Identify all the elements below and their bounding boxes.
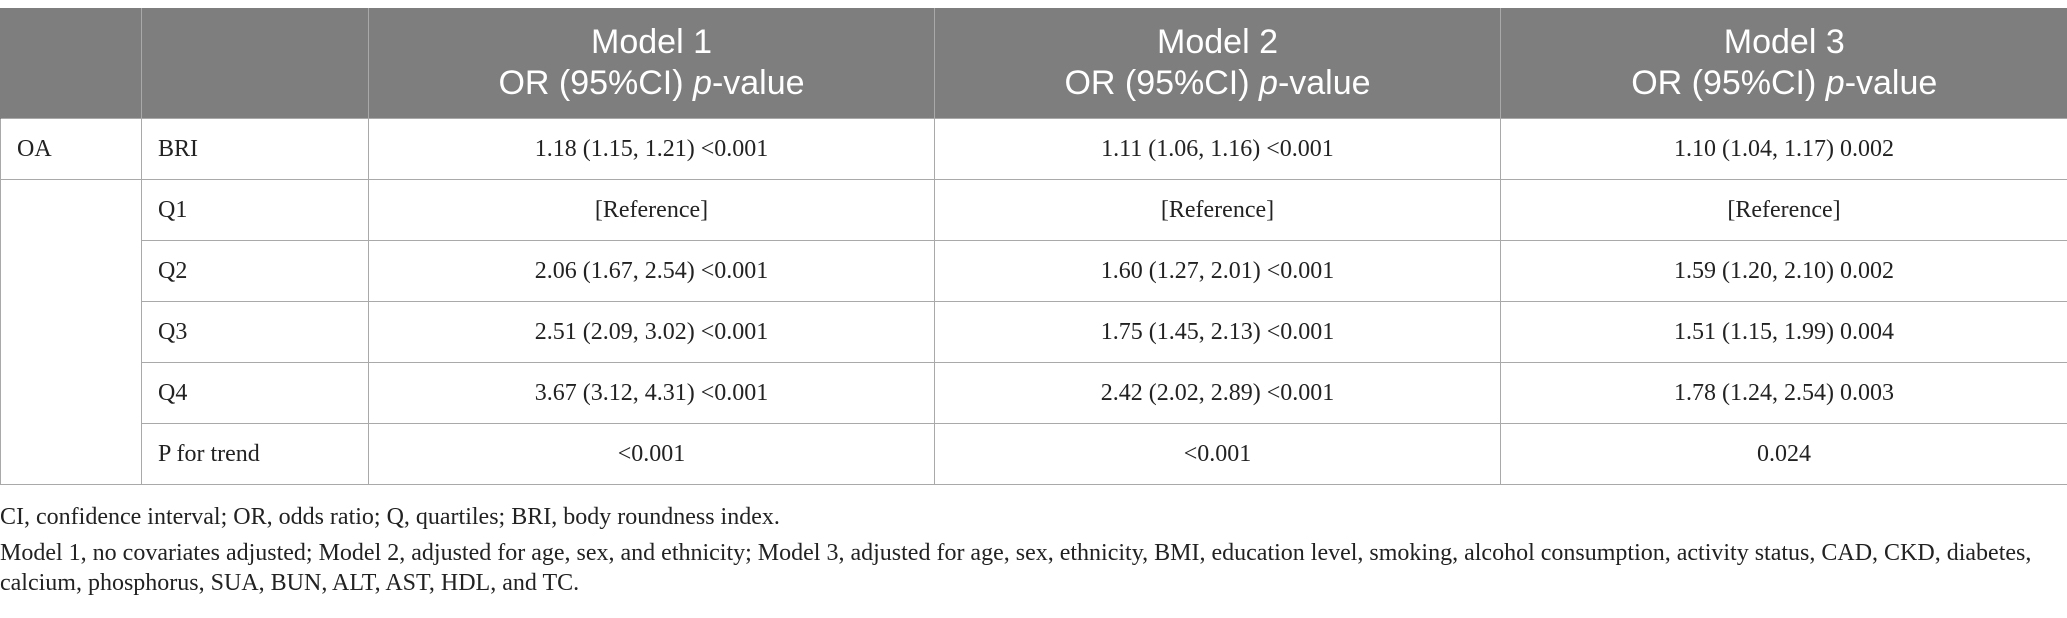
table-row: OA BRI 1.18 (1.15, 1.21) <0.001 1.11 (1.… <box>0 118 2067 180</box>
model-3-cell: 0.024 <box>1500 423 2067 485</box>
group-cell-empty <box>0 179 142 485</box>
table-row: Q2 2.06 (1.67, 2.54) <0.001 1.60 (1.27, … <box>1 240 2067 302</box>
model-1-cell: 2.06 (1.67, 2.54) <0.001 <box>368 240 935 302</box>
header-subtitle: OR (95%CI) p-value <box>1631 64 1938 102</box>
model-3-cell: 1.51 (1.15, 1.99) 0.004 <box>1500 301 2067 363</box>
table-body: OA BRI 1.18 (1.15, 1.21) <0.001 1.11 (1.… <box>0 118 2067 485</box>
model-1-cell: 3.67 (3.12, 4.31) <0.001 <box>368 362 935 424</box>
group-cell: OA <box>0 118 142 180</box>
model-2-cell: <0.001 <box>934 423 1501 485</box>
model-3-cell: 1.59 (1.20, 2.10) 0.002 <box>1500 240 2067 302</box>
model-3-cell: 1.10 (1.04, 1.17) 0.002 <box>1500 118 2067 180</box>
header-title: Model 2 <box>1157 23 1278 61</box>
row-label: Q4 <box>141 362 369 424</box>
footnote-models: Model 1, no covariates adjusted; Model 2… <box>0 540 2032 596</box>
model-3-cell: 1.78 (1.24, 2.54) 0.003 <box>1500 362 2067 424</box>
model-2-cell: [Reference] <box>934 179 1501 241</box>
header-model-3: Model 3 OR (95%CI) p-value <box>1500 8 2067 119</box>
odds-ratio-table: Model 1 OR (95%CI) p-value Model 2 OR (9… <box>0 8 2067 485</box>
row-label: Q1 <box>141 179 369 241</box>
row-label: P for trend <box>141 423 369 485</box>
table-header: Model 1 OR (95%CI) p-value Model 2 OR (9… <box>0 8 2067 119</box>
model-3-cell: [Reference] <box>1500 179 2067 241</box>
header-model-1: Model 1 OR (95%CI) p-value <box>368 8 935 119</box>
header-subtitle: OR (95%CI) p-value <box>498 64 805 102</box>
model-1-cell: <0.001 <box>368 423 935 485</box>
table-row: P for trend <0.001 <0.001 0.024 <box>1 423 2067 485</box>
model-1-cell: 1.18 (1.15, 1.21) <0.001 <box>368 118 935 180</box>
header-empty-2 <box>141 8 369 119</box>
header-title: Model 1 <box>591 23 712 61</box>
model-2-cell: 1.60 (1.27, 2.01) <0.001 <box>934 240 1501 302</box>
header-model-2: Model 2 OR (95%CI) p-value <box>934 8 1501 119</box>
footnote-abbreviations: CI, confidence interval; OR, odds ratio;… <box>0 504 780 530</box>
model-2-cell: 2.42 (2.02, 2.89) <0.001 <box>934 362 1501 424</box>
table-row: Q1 [Reference] [Reference] [Reference] <box>0 179 2067 485</box>
table-row: Q3 2.51 (2.09, 3.02) <0.001 1.75 (1.45, … <box>1 301 2067 363</box>
table-footnotes: CI, confidence interval; OR, odds ratio;… <box>0 502 2050 604</box>
model-1-cell: [Reference] <box>368 179 935 241</box>
model-2-cell: 1.11 (1.06, 1.16) <0.001 <box>934 118 1501 180</box>
row-label: BRI <box>141 118 369 180</box>
table-row: Q4 3.67 (3.12, 4.31) <0.001 2.42 (2.02, … <box>1 362 2067 424</box>
model-1-cell: 2.51 (2.09, 3.02) <0.001 <box>368 301 935 363</box>
model-2-cell: 1.75 (1.45, 2.13) <0.001 <box>934 301 1501 363</box>
row-label: Q3 <box>141 301 369 363</box>
row-label: Q2 <box>141 240 369 302</box>
header-row: Model 1 OR (95%CI) p-value Model 2 OR (9… <box>0 8 2067 119</box>
header-subtitle: OR (95%CI) p-value <box>1064 64 1371 102</box>
header-empty-1 <box>0 8 142 119</box>
results-table-container: Model 1 OR (95%CI) p-value Model 2 OR (9… <box>0 8 2067 485</box>
header-title: Model 3 <box>1723 23 1845 61</box>
